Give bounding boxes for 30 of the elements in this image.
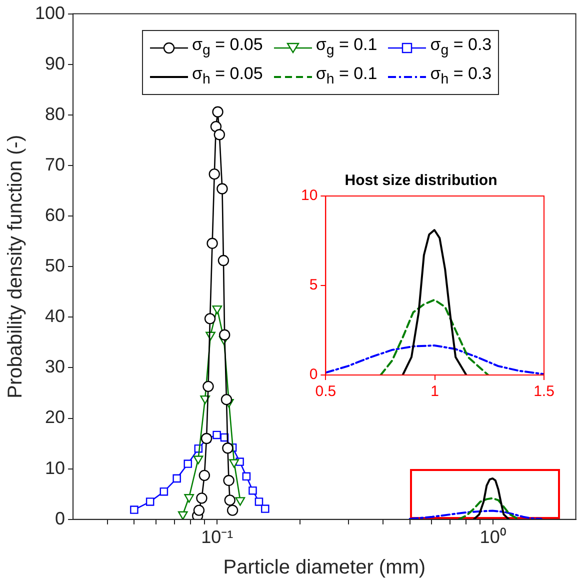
- legend-label: σ$_{h}$ = 0.1: [316, 63, 378, 90]
- chart-title: Host size distribution: [344, 172, 498, 190]
- y-tick-label: 100: [34, 2, 66, 23]
- y-tick-label: 40: [45, 306, 66, 326]
- x-tick-label: 10⁰: [480, 527, 506, 548]
- line-series: [326, 344, 544, 375]
- legend-label: σ$_{g}$ = 0.1: [316, 34, 378, 60]
- line-series: [380, 298, 490, 375]
- y-tick-label: 90: [45, 53, 66, 74]
- y-tick-label: 50: [45, 256, 66, 276]
- y-tick-label: 20: [45, 407, 66, 428]
- x-tick-label: 1.5: [534, 383, 554, 400]
- y-axis-title: Probability density function (-): [4, 134, 27, 398]
- legend-label: σ$_{g}$ = 0.3: [430, 34, 492, 60]
- y-tick-label: 5: [309, 276, 318, 294]
- y-tick-label: 60: [45, 205, 66, 226]
- y-tick-label: 0: [55, 508, 66, 528]
- y-tick-label: 30: [45, 356, 66, 377]
- legend-label: σ$_{h}$ = 0.05: [192, 63, 263, 90]
- y-tick-label: 80: [45, 104, 66, 124]
- x-axis-title: Particle diameter (mm): [223, 556, 426, 579]
- y-tick-label: 10: [45, 458, 66, 478]
- y-tick-label: 10: [300, 187, 318, 204]
- x-tick-label: 10⁻¹: [201, 527, 234, 548]
- x-tick-label: 0.5: [315, 383, 336, 400]
- legend-label: σ$_{g}$ = 0.05: [192, 34, 263, 60]
- legend-label: σ$_{h}$ = 0.3: [430, 63, 492, 90]
- x-tick-label: 1: [430, 383, 440, 400]
- y-tick-label: 70: [45, 154, 66, 174]
- y-tick-label: 0: [309, 366, 318, 384]
